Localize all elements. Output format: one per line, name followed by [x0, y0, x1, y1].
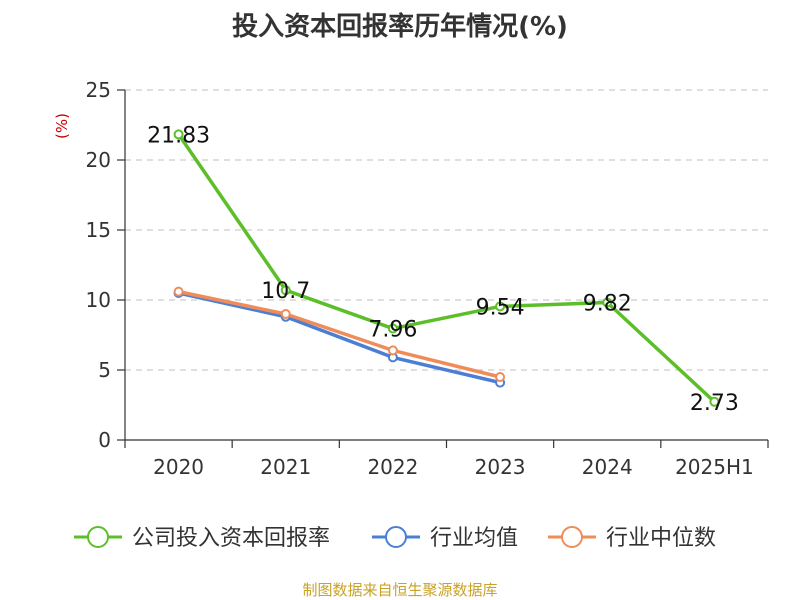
data-label: 2.73	[690, 391, 739, 416]
data-point	[173, 129, 184, 140]
data-point	[387, 345, 398, 356]
legend-marker	[87, 526, 109, 548]
legend-marker	[385, 526, 407, 548]
legend-label: 行业中位数	[606, 526, 716, 551]
data-point	[280, 285, 291, 296]
chart-title: 投入资本回报率历年情况(%)	[232, 12, 568, 42]
data-point	[495, 301, 506, 312]
y-tick-label: 0	[98, 428, 111, 452]
y-tick-label: 15	[86, 218, 111, 242]
x-tick-label: 2024	[582, 455, 633, 479]
y-axis-unit-label: (%)	[53, 113, 71, 139]
x-tick-label: 2021	[260, 455, 311, 479]
legend: 公司投入资本回报率 行业均值 行业中位数	[74, 526, 716, 551]
y-tick-label: 25	[86, 78, 111, 102]
series-line	[178, 289, 501, 379]
data-label: 9.54	[476, 295, 525, 320]
axes: 0 5 10 15 20 25 2020 2021 2022 2023 2024 2025H1 (%)	[53, 78, 769, 479]
legend-label: 公司投入资本回报率	[132, 526, 330, 551]
x-tick-label: 2023	[475, 455, 526, 479]
data-point	[173, 286, 184, 297]
data-label: 9.82	[583, 292, 632, 317]
data-labels: 21.83 10.7 7.96 9.54 9.82 2.73	[147, 123, 739, 415]
legend-marker	[561, 526, 583, 548]
data-point	[387, 323, 398, 334]
y-tick-label: 20	[86, 148, 111, 172]
data-label: 21.83	[147, 123, 210, 148]
grid-lines	[125, 89, 768, 371]
source-note: 制图数据来自恒生聚源数据库	[302, 581, 498, 599]
data-point	[602, 297, 613, 308]
data-point	[495, 372, 506, 382]
y-tick-label: 5	[98, 358, 111, 382]
data-label: 7.96	[368, 318, 417, 343]
series-line	[178, 291, 501, 385]
y-tick-label: 10	[86, 288, 111, 312]
x-tick-label: 2020	[153, 455, 204, 479]
x-tick-label: 2025H1	[675, 455, 754, 479]
data-label: 10.7	[261, 279, 310, 304]
legend-label: 行业均值	[430, 526, 518, 551]
data-point	[280, 309, 291, 319]
x-tick-label: 2022	[367, 455, 418, 479]
series-lines	[173, 129, 720, 407]
data-point	[709, 396, 720, 407]
series-line	[177, 133, 716, 404]
